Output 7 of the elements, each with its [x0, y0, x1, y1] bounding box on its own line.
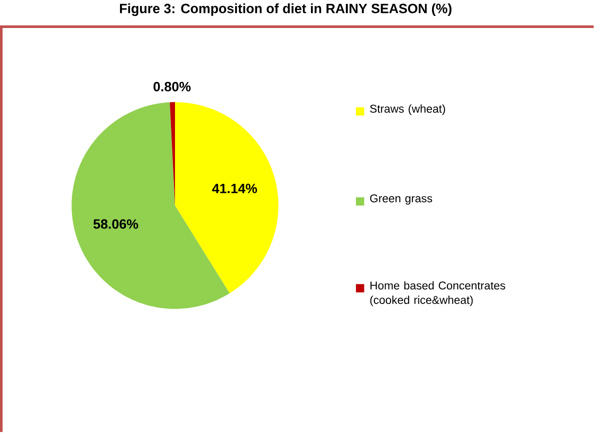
legend-label: Straws (wheat) — [370, 104, 446, 115]
data-label: 58.06% — [93, 219, 138, 229]
data-label: 41.14% — [212, 184, 257, 194]
chart-title: Figure 3: Composition of diet in RAINY SEASON (%) — [120, 3, 452, 16]
legend-label: Green grass — [370, 194, 432, 205]
data-label: 0.80% — [154, 82, 191, 92]
legend-label: Home based Concentrates (cooked rice&wheat) — [370, 281, 506, 306]
